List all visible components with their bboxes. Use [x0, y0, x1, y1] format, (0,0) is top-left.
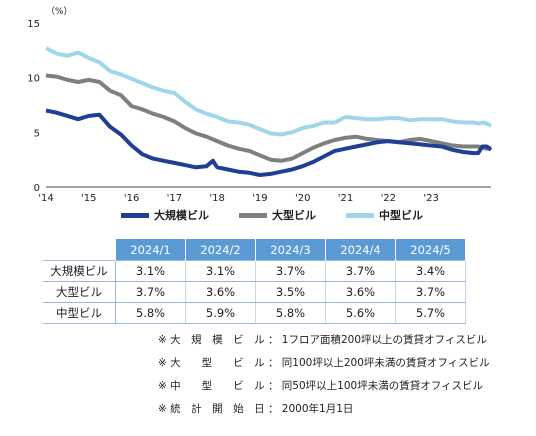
footnotes: ※ 大 規 模 ビ ル ： 1フロア面積200坪以上の賃貸オフィスビル ※ 大 … [158, 329, 490, 421]
legend-item-large-scale: 大規模ビル [121, 207, 209, 223]
table-row: 中型ビル 5.8% 5.9% 5.8% 5.6% 5.7% [43, 302, 466, 324]
series-line-2 [45, 46, 492, 137]
table-cell: 3.7% [115, 281, 186, 303]
y-tick-label: 0 [34, 183, 40, 194]
footnote: ※ 大 型 ビ ル ： 同100坪以上200坪未満の賃貸オフィスビル [158, 357, 490, 369]
table-cell: 3.6% [185, 281, 256, 303]
table-row: 大規模ビル 3.1% 3.1% 3.7% 3.7% 3.4% [43, 260, 466, 282]
table-corner [43, 239, 116, 261]
x-tick-label: '20 [295, 193, 310, 204]
legend-label: 大型ビル [272, 209, 316, 222]
x-tick-label: '17 [167, 193, 182, 204]
table-header: 2024/1 [115, 239, 186, 261]
legend-label: 中型ビル [379, 209, 423, 222]
table-header: 2024/4 [325, 239, 396, 261]
legend-swatch [346, 212, 374, 218]
x-tick-label: '18 [209, 193, 224, 204]
y-unit-label: （%） [46, 6, 73, 17]
legend-label: 大規模ビル [154, 209, 209, 222]
table-header-row: 2024/1 2024/2 2024/3 2024/4 2024/5 [43, 239, 466, 261]
y-tick-label: 15 [27, 19, 40, 30]
vacancy-line-chart: （%） 0 5 10 15 '14 '15 '16 '17 '18 '19 '20 '21 '22 '2… [27, 6, 493, 204]
table-header: 2024/2 [185, 239, 256, 261]
table-cell: 3.1% [115, 260, 186, 282]
series-line-1 [45, 73, 492, 163]
table-cell: 5.6% [325, 302, 396, 324]
footnote: ※ 中 型 ビ ル ： 同50坪以上100坪未満の賃貸オフィスビル [158, 380, 484, 392]
x-tick-label: '14 [38, 193, 53, 204]
table-header: 2024/5 [395, 239, 466, 261]
table-cell: 5.8% [255, 302, 326, 324]
x-tick-label: '16 [124, 193, 139, 204]
table-header: 2024/3 [255, 239, 326, 261]
legend-swatch [121, 212, 149, 218]
table-cell: 3.4% [395, 260, 466, 282]
chart-legend: 大規模ビル 大型ビル 中型ビル [121, 207, 423, 223]
legend-swatch [239, 212, 267, 218]
table-cell: 3.7% [255, 260, 326, 282]
x-tick-label: '21 [338, 193, 353, 204]
table-row: 大型ビル 3.7% 3.6% 3.5% 3.6% 3.7% [43, 281, 466, 303]
vacancy-table: 2024/1 2024/2 2024/3 2024/4 2024/5 大規模ビル… [43, 239, 466, 324]
y-tick-label: 10 [27, 74, 40, 85]
table-cell: 3.6% [325, 281, 396, 303]
table-cell: 3.1% [185, 260, 256, 282]
x-tick-label: '19 [252, 193, 267, 204]
table-cell: 3.5% [255, 281, 326, 303]
table-cell: 3.7% [325, 260, 396, 282]
legend-item-medium: 中型ビル [346, 207, 423, 223]
y-tick-label: 5 [34, 128, 40, 139]
row-label: 中型ビル [43, 302, 116, 324]
row-label: 大規模ビル [43, 260, 116, 282]
x-tick-label: '23 [423, 193, 438, 204]
row-label: 大型ビル [43, 281, 116, 303]
table-cell: 5.9% [185, 302, 256, 324]
series-line-0 [45, 108, 493, 177]
table-cell: 5.8% [115, 302, 186, 324]
x-tick-label: '22 [381, 193, 396, 204]
footnote: ※ 統 計 開 始 日 ： 2000年1月1日 [158, 403, 354, 415]
x-tick-label: '15 [81, 193, 96, 204]
legend-item-large: 大型ビル [239, 207, 316, 223]
table-cell: 5.7% [395, 302, 466, 324]
table-cell: 3.7% [395, 281, 466, 303]
footnote: ※ 大 規 模 ビ ル ： 1フロア面積200坪以上の賃貸オフィスビル [158, 334, 487, 346]
